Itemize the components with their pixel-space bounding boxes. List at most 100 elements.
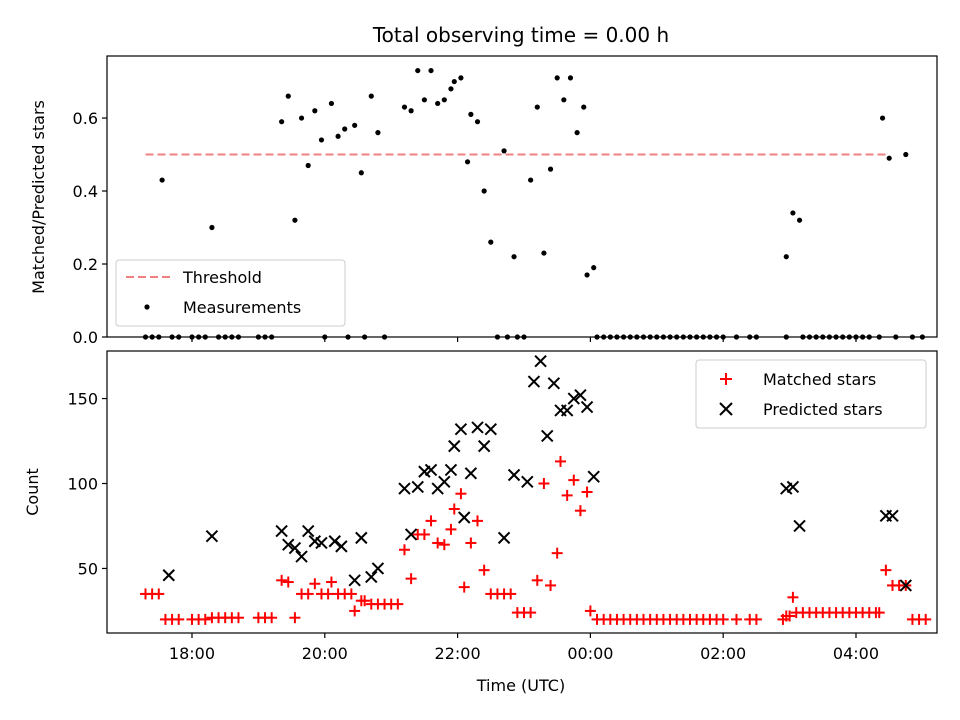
x-tick-label: 20:00 — [302, 644, 348, 663]
x-tick-label: 18:00 — [169, 644, 215, 663]
matched-star-point — [309, 578, 321, 590]
measurement-point — [903, 151, 909, 158]
matched-star-point — [784, 610, 796, 622]
predicted-star-point — [547, 377, 561, 390]
measurement-point — [318, 137, 325, 143]
measurement-point — [501, 148, 507, 154]
predicted-star-point — [477, 439, 491, 453]
top-y-axis-title: Matched/Predicted stars — [29, 100, 48, 294]
matched-star-point — [445, 523, 457, 535]
measurement-point — [458, 75, 464, 81]
measurement-point — [886, 155, 892, 161]
measurement-point — [879, 115, 886, 121]
bottom-legend-box — [695, 359, 927, 429]
matched-star-point — [455, 488, 467, 500]
predicted-star-point — [454, 422, 468, 436]
matched-star-point — [538, 478, 550, 490]
predicted-star-point — [521, 475, 534, 489]
x-tick-label: 02:00 — [700, 644, 746, 663]
predicted-star-point — [295, 550, 308, 563]
matched-star-point — [322, 588, 334, 600]
measurement-point — [534, 104, 540, 110]
matched-star-point — [531, 574, 543, 586]
predicted-star-point — [275, 524, 288, 538]
predicted-star-point — [328, 535, 341, 548]
matched-star-point — [920, 613, 932, 625]
measurement-point — [342, 126, 348, 132]
measurement-point — [448, 86, 454, 92]
matched-star-point — [750, 613, 762, 625]
matched-star-point — [199, 613, 211, 625]
bottom-y-tick-label: 100 — [67, 475, 98, 494]
predicted-star-point — [398, 482, 411, 495]
matched-star-point — [432, 537, 444, 549]
matched-star-point — [551, 547, 563, 559]
measurement-point — [511, 254, 517, 260]
predicted-star-point — [411, 480, 424, 494]
matched-star-point — [525, 607, 537, 619]
top-panel-frame — [106, 55, 938, 338]
measurement-point — [554, 75, 560, 81]
matched-star-point — [345, 588, 357, 600]
predicted-legend-label: Predicted stars — [763, 400, 883, 419]
measurement-point — [574, 130, 580, 136]
predicted-star-point — [448, 439, 461, 453]
x-axis-title: Time (UTC) — [476, 676, 565, 695]
predicted-star-point — [162, 569, 175, 582]
predicted-star-point — [438, 475, 451, 489]
matched-star-point — [405, 573, 417, 585]
measurement-point — [468, 111, 474, 117]
measurement-point — [305, 162, 311, 169]
matched-star-point — [458, 581, 470, 593]
measurement-point — [312, 108, 318, 114]
matched-star-point — [276, 574, 288, 586]
predicted-star-point — [205, 529, 219, 543]
matched-star-point — [325, 576, 337, 588]
measurement-point — [796, 217, 803, 223]
predicted-star-point — [497, 531, 511, 545]
measurement-point — [441, 97, 447, 103]
matched-star-point — [465, 537, 477, 549]
predicted-star-point — [574, 388, 587, 402]
measurement-point — [464, 159, 471, 165]
measurement-point — [279, 119, 285, 125]
bottom-panel-frame — [106, 350, 938, 634]
predicted-star-point — [527, 375, 541, 388]
predicted-star-point — [484, 422, 497, 436]
matched-star-point — [418, 528, 430, 540]
predicted-star-point — [282, 538, 295, 551]
predicted-star-point — [886, 509, 899, 522]
measurement-point — [435, 100, 441, 107]
matched-star-point — [505, 588, 517, 600]
predicted-star-point — [424, 463, 438, 477]
measurement-point — [298, 115, 305, 121]
measurement-point — [352, 122, 358, 128]
predicted-star-point — [365, 570, 378, 584]
matched-star-point — [302, 588, 314, 600]
measurement-point — [335, 133, 341, 139]
measurement-point — [292, 217, 298, 223]
predicted-star-point — [458, 511, 471, 524]
x-tick-label: 00:00 — [567, 644, 613, 663]
bottom-legend: Matched stars Predicted stars — [695, 359, 927, 429]
predicted-star-point — [899, 579, 912, 592]
matched-star-point — [584, 605, 596, 617]
top-y-tick-label: 0.4 — [73, 182, 98, 201]
measurement-point — [368, 93, 374, 99]
measurement-point — [375, 130, 381, 136]
bottom-y-tick-label: 50 — [78, 559, 98, 578]
matched-star-point — [349, 605, 361, 617]
measurement-point — [790, 210, 796, 216]
predicted-star-point — [301, 524, 315, 538]
chart-title: Total observing time = 0.00 h — [372, 23, 669, 47]
matched-star-point — [873, 607, 885, 619]
matched-star-point — [717, 613, 729, 625]
matched-star-point — [472, 515, 484, 527]
matched-star-point — [398, 544, 410, 556]
predicted-star-point — [541, 429, 554, 443]
measurement-point — [408, 108, 414, 114]
measurement-point — [481, 188, 487, 194]
x-tick-label: 04:00 — [833, 644, 879, 663]
predicted-star-point — [534, 354, 547, 368]
